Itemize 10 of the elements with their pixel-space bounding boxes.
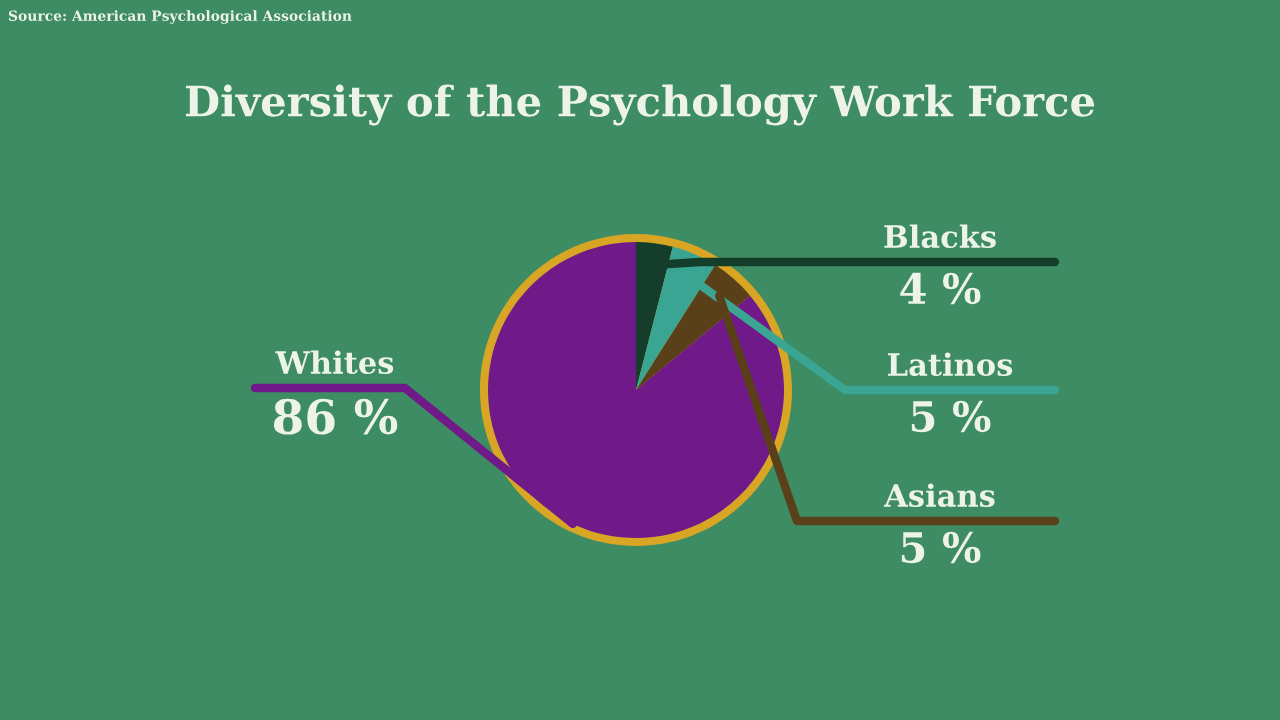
slice-label: Blacks [884,224,996,249]
source-note: Source: American Psychological Association [8,10,352,24]
slice-label: Whites [275,350,394,375]
chart-title: Diversity of the Psychology Work Force [185,84,1095,126]
data-label: 5 % [901,531,981,564]
data-label: 86 % [273,398,398,435]
slice-label: Latinos [888,352,1013,377]
slice-label: Asians [883,483,995,508]
data-label: 5 % [911,400,991,433]
data-label: 4 % [900,272,981,305]
